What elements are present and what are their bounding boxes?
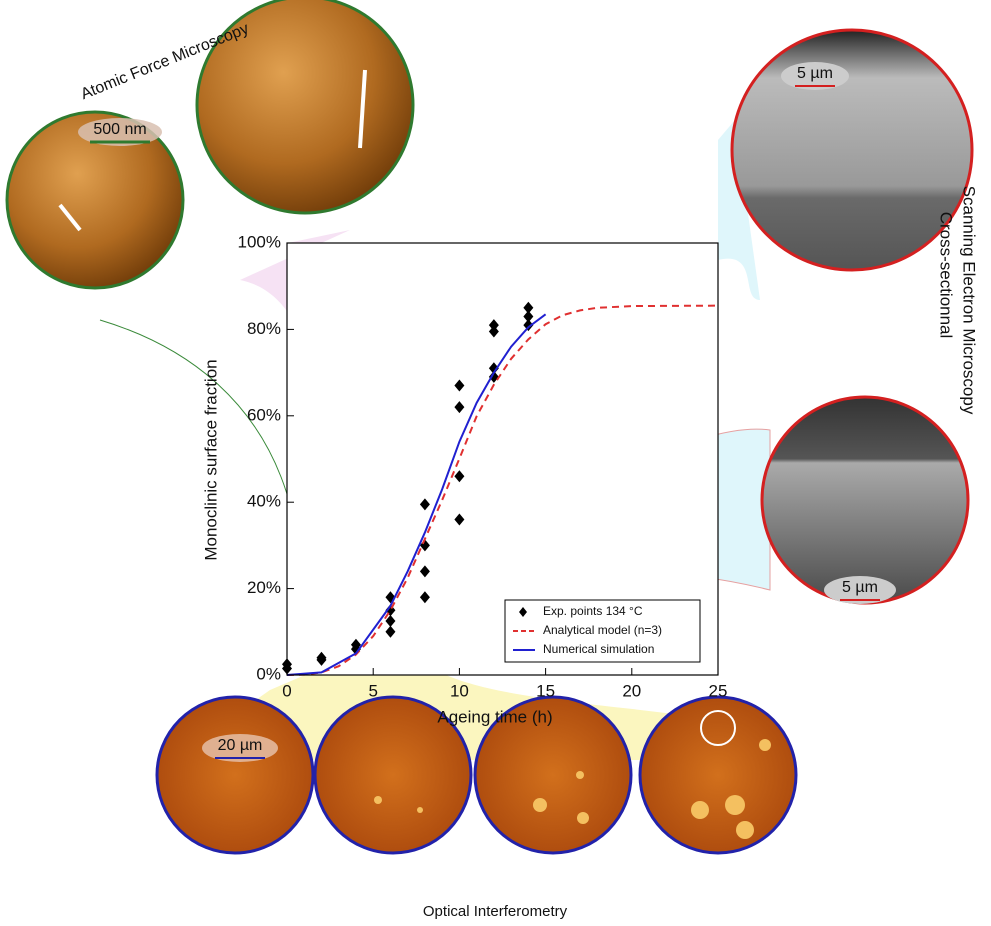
sem-title: Scanning Electron Microscopy (960, 186, 979, 415)
series-line (286, 313, 547, 676)
optical-connector (170, 630, 770, 760)
arrow (358, 69, 367, 149)
x-tick-label: 0 (282, 681, 291, 700)
sem-connector (718, 120, 760, 300)
scale-label: 500 nm (93, 121, 146, 138)
y-tick-label: 40% (247, 492, 281, 511)
y-tick-label: 0% (256, 664, 281, 683)
optical-image (313, 695, 473, 855)
optical-image (155, 695, 315, 855)
afm-image (5, 110, 185, 290)
legend (504, 599, 701, 663)
plot-frame (286, 242, 719, 676)
sem-image (760, 395, 970, 605)
data-point (523, 319, 534, 332)
data-point (488, 319, 499, 332)
scale-box (824, 576, 896, 604)
data-point (488, 370, 499, 383)
data-point (385, 615, 396, 627)
y-tick-label: 80% (247, 319, 281, 338)
sem-image (730, 28, 974, 272)
scale-box (781, 62, 849, 90)
x-tick-label: 20 (622, 681, 641, 700)
data-point (454, 513, 465, 526)
legend-label: Numerical simulation (543, 642, 654, 656)
scale-label: 5 µm (797, 65, 833, 82)
data-point (454, 401, 465, 414)
data-point (316, 651, 327, 664)
data-point (350, 638, 361, 651)
spots (374, 739, 771, 839)
data-point (385, 625, 396, 638)
x-tick-label: 5 (368, 681, 377, 700)
x-tick-label: 15 (536, 681, 555, 700)
legend-label: Exp. points 134 °C (543, 604, 643, 618)
optical-image (473, 695, 633, 855)
data-point (488, 362, 499, 375)
scale-box (202, 734, 278, 762)
x-tick-label: 25 (709, 681, 728, 700)
scale-label: 5 µm (842, 579, 878, 596)
data-point (419, 591, 430, 604)
highlight (700, 710, 736, 746)
data-point (488, 325, 499, 338)
plot: Exp. points 134 °C Analytical model (n=3)… (282, 242, 719, 676)
y-tick-label: 100% (238, 232, 281, 251)
sem-title: Cross-sectionnal (937, 212, 956, 339)
afm-image (195, 0, 415, 215)
y-axis-label: Monoclinic surface fraction (201, 359, 220, 560)
x-tick-label: 10 (450, 681, 469, 700)
data-point (419, 498, 430, 511)
legend-label: Analytical model (n=3) (543, 623, 662, 637)
optical-title: Optical Interferometry (423, 903, 568, 920)
arrow (58, 203, 82, 232)
x-axis-label: Ageing time (h) (437, 707, 552, 726)
y-tick-label: 20% (247, 578, 281, 597)
y-tick-label: 60% (247, 405, 281, 424)
data-point (523, 310, 534, 323)
scale-label: 20 µm (218, 737, 263, 754)
data-point (523, 301, 534, 314)
data-point (454, 379, 465, 392)
optical-image (638, 695, 798, 855)
scale-box (78, 118, 162, 146)
legend-marker (519, 607, 527, 617)
data-point (454, 470, 465, 483)
data-point (419, 565, 430, 578)
